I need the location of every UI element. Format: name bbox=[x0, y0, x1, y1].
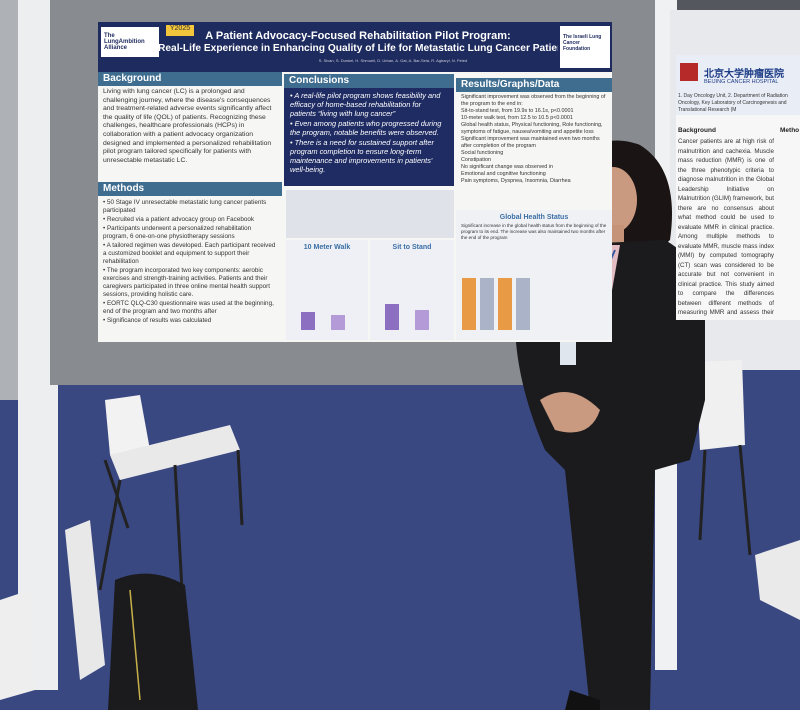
poster-header: The LungAmbition Alliance Y2025 A Patien… bbox=[98, 22, 612, 72]
list-item: No significant change was observed in bbox=[461, 164, 553, 170]
section-heading: Results/Graphs/Data bbox=[456, 78, 612, 92]
poster: The LungAmbition Alliance Y2025 A Patien… bbox=[98, 22, 612, 342]
title-line1: A Patient Advocacy-Focused Rehabilitatio… bbox=[205, 30, 511, 42]
logo-right: The Israeli Lung Cancer Foundation bbox=[560, 26, 610, 68]
affiliation: 1. Day Oncology Unit, 2. Department of R… bbox=[678, 93, 788, 113]
chart-walk: 10 Meter Walk bbox=[286, 240, 368, 340]
neighbor-poster: 北京大学肿瘤医院 BEIJING CANCER HOSPITAL 1. Day … bbox=[676, 55, 800, 320]
list-item: A real-life pilot program shows feasibil… bbox=[290, 91, 448, 118]
tag: Y2025 bbox=[166, 25, 194, 36]
hospital-en: BEIJING CANCER HOSPITAL bbox=[704, 79, 779, 85]
list-item: Constipation bbox=[461, 157, 491, 163]
list-item: 50 Stage IV unresectable metastatic lung… bbox=[103, 199, 277, 215]
list-item: Recruited via a patient advocacy group o… bbox=[103, 216, 277, 224]
list-item: Significant improvement was observed fro… bbox=[461, 94, 606, 107]
chair-back bbox=[105, 395, 150, 455]
methods-list: 50 Stage IV unresectable metastatic lung… bbox=[98, 197, 282, 342]
results-list: Significant improvement was observed fro… bbox=[456, 92, 612, 210]
chair-right bbox=[696, 360, 745, 450]
list-item: The program incorporated two key compone… bbox=[103, 267, 277, 299]
bar bbox=[498, 278, 512, 330]
backpack-zip bbox=[129, 589, 141, 701]
shoe bbox=[565, 690, 600, 710]
title-line2: Real-Life Experience in Enhancing Qualit… bbox=[158, 43, 558, 54]
section-heading: Methods bbox=[98, 182, 282, 196]
hospital-cn: 北京大学肿瘤医院 bbox=[704, 69, 784, 80]
hands bbox=[540, 392, 600, 433]
chair-seat bbox=[110, 425, 240, 480]
authors: S. Sivan, S. Dunkel, H. Shmueli, D. Urba… bbox=[318, 58, 468, 63]
chart-title: Global Health Status bbox=[499, 214, 569, 221]
neighbor-text: Cancer patients are at high risk of maln… bbox=[678, 138, 774, 316]
neighbor-heading: Background bbox=[678, 127, 716, 134]
bar bbox=[480, 278, 494, 330]
photo-strip bbox=[286, 190, 454, 238]
chair-right-legs bbox=[698, 444, 752, 556]
neighbor-heading: Metho bbox=[780, 127, 800, 134]
list-item: Global health status, Physical functioni… bbox=[461, 122, 603, 135]
bar bbox=[385, 304, 399, 330]
section-heading: Conclusions bbox=[284, 74, 454, 88]
list-item: There is a need for sustained support af… bbox=[290, 138, 448, 174]
bar bbox=[331, 315, 345, 330]
bar bbox=[462, 278, 476, 330]
list-item: Social functioning bbox=[461, 150, 504, 156]
chart-sit: Sit to Stand bbox=[370, 240, 454, 340]
list-item: EORTC QLQ-C30 questionnaire was used at … bbox=[103, 300, 277, 316]
chart-note: Significant increase in the global healt… bbox=[461, 223, 607, 240]
conclusions-list: A real-life pilot program shows feasibil… bbox=[284, 88, 454, 186]
list-item: Even among patients who progressed durin… bbox=[290, 119, 448, 137]
list-item: 10-meter walk test, from 12.5 to 10.5 p<… bbox=[461, 115, 573, 121]
hospital-logo bbox=[680, 63, 698, 81]
chair-left bbox=[0, 590, 35, 700]
chair-far-right bbox=[755, 540, 800, 620]
backpack bbox=[108, 573, 198, 710]
list-item: A tailored regimen was developed. Each p… bbox=[103, 242, 277, 266]
logo-left: The LungAmbition Alliance bbox=[101, 27, 159, 57]
leaning-panel bbox=[65, 520, 105, 680]
chart-title: 10 Meter Walk bbox=[303, 244, 351, 251]
neighbor-header: 北京大学肿瘤医院 BEIJING CANCER HOSPITAL 1. Day … bbox=[676, 55, 800, 115]
list-item: Emotional and cognitive functioning bbox=[461, 171, 546, 177]
chair-legs bbox=[98, 449, 244, 591]
list-item: Participants underwent a personalized re… bbox=[103, 225, 277, 241]
section-heading: Background bbox=[98, 72, 282, 86]
bar bbox=[516, 278, 530, 330]
chart-title: Sit to Stand bbox=[392, 244, 432, 251]
chart-global: Global Health Status Significant increas… bbox=[456, 210, 612, 340]
bar bbox=[415, 310, 429, 330]
list-item: Pain symptoms, Dyspnea, Insomnia, Diarrh… bbox=[461, 178, 571, 184]
list-item: Significance of results was calculated bbox=[103, 317, 277, 325]
bar bbox=[301, 312, 315, 330]
list-item: Sit-to-stand test, from 19.9s to 16.1s, … bbox=[461, 108, 574, 114]
background-text: Living with lung cancer (LC) is a prolon… bbox=[103, 88, 272, 164]
list-item: Significant improvement was maintained e… bbox=[461, 136, 600, 149]
